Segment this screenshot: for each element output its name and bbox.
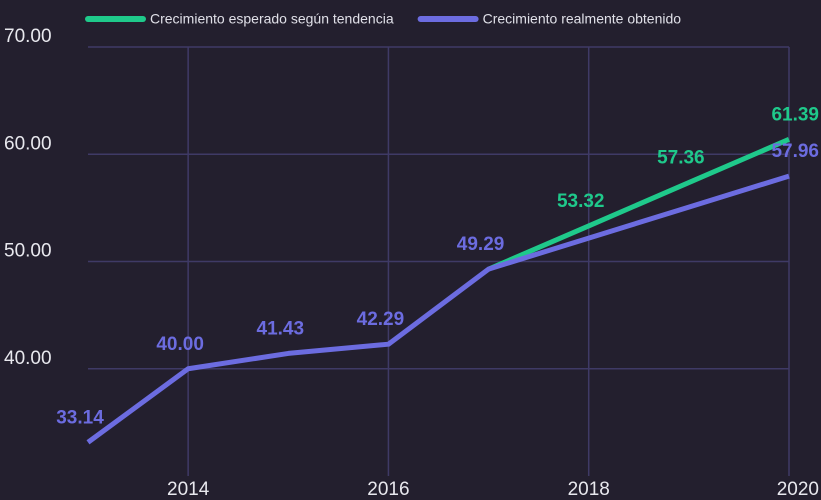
data-label: 41.43 [257, 318, 305, 339]
data-label: 49.29 [457, 234, 505, 255]
x-tick-label: 2016 [367, 479, 409, 500]
x-tick-label: 2018 [568, 479, 610, 500]
series-line [86, 173, 790, 445]
y-tick-label: 70.00 [4, 26, 52, 47]
x-tick-label: 2014 [167, 479, 210, 500]
y-tick-label: 50.00 [4, 241, 52, 262]
data-label: 57.36 [657, 148, 705, 169]
legend-label: Crecimiento realmente obtenido [483, 11, 682, 27]
x-tick-label: 2020 [777, 479, 819, 500]
series-line [487, 137, 790, 272]
data-label: 57.96 [771, 141, 819, 162]
legend-label: Crecimiento esperado según tendencia [150, 11, 394, 27]
data-label: 33.14 [56, 407, 104, 428]
data-label: 61.39 [771, 104, 819, 125]
y-tick-label: 60.00 [4, 133, 52, 154]
data-label: 42.29 [357, 309, 405, 330]
y-tick-label: 40.00 [4, 348, 52, 369]
data-label: 40.00 [156, 334, 204, 355]
data-label: 53.32 [557, 191, 605, 212]
